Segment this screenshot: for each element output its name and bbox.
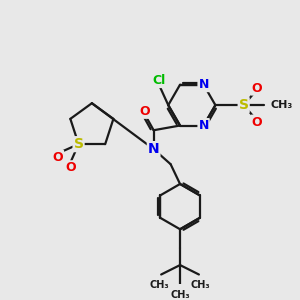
Text: CH₃: CH₃ [270,100,292,110]
Text: Cl: Cl [152,74,165,87]
Text: N: N [148,142,159,156]
Text: O: O [66,161,76,174]
Text: O: O [139,105,149,118]
Text: N: N [198,119,209,132]
Text: CH₃: CH₃ [149,280,169,290]
Text: CH₃: CH₃ [170,290,190,300]
Text: O: O [252,116,262,129]
Text: CH₃: CH₃ [191,280,211,290]
Text: N: N [198,78,209,91]
Text: S: S [74,137,84,151]
Text: S: S [239,98,249,112]
Text: O: O [52,151,63,164]
Text: O: O [252,82,262,94]
